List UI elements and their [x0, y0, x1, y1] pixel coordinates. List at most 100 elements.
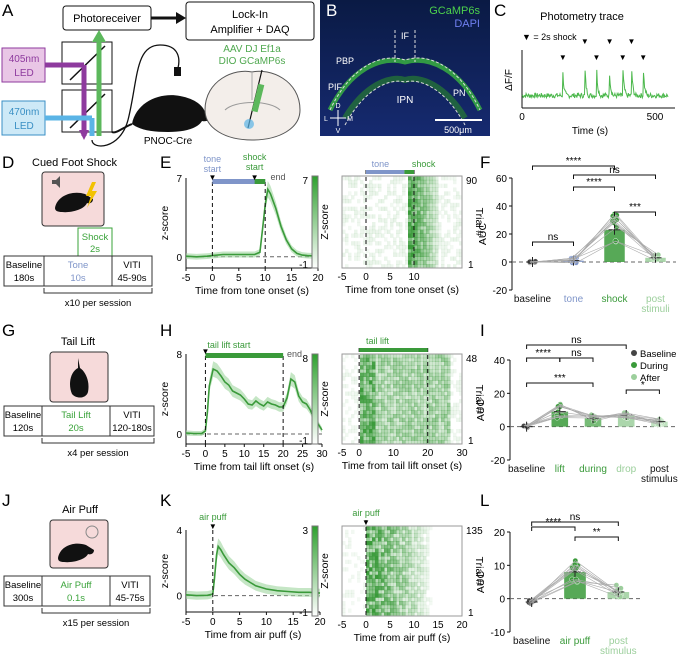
heatmap-cell: [369, 559, 373, 564]
heatmap-cell: [414, 529, 418, 534]
heatmap-cell: [411, 425, 415, 430]
heatmap-cell: [459, 256, 462, 261]
heatmap-cell: [438, 237, 442, 242]
heatmap-cell: [411, 544, 415, 549]
heatmap-cell: [417, 429, 421, 434]
heatmap-cell: [366, 233, 370, 238]
heatmap-cell: [423, 421, 427, 426]
heatmap-cell: [375, 229, 379, 234]
heatmap-cell: [363, 387, 367, 392]
heatmap-cell: [402, 608, 406, 613]
heatmap-cell: [438, 183, 442, 188]
heatmap-cell: [432, 222, 436, 227]
heatmap-cell: [342, 210, 346, 215]
heatmap-cell: [396, 526, 400, 531]
heatmap-cell: [417, 199, 421, 204]
heatmap-cell: [426, 571, 430, 576]
heatmap-cell: [447, 354, 451, 359]
significance-label: ****: [566, 156, 582, 167]
x-tick-label: 20: [456, 620, 468, 631]
heatmap-cell: [393, 372, 397, 377]
heatmap-cell: [393, 187, 397, 192]
heatmap-cell: [405, 574, 409, 579]
heatmap-cell: [423, 589, 427, 594]
heatmap-cell: [411, 183, 415, 188]
heatmap-cell: [378, 548, 382, 553]
heatmap-cell: [414, 391, 418, 396]
x-axis-label: Time from air puff (s): [205, 629, 302, 641]
heatmap-cell: [375, 260, 379, 265]
heatmap-cell: [351, 195, 355, 200]
heatmap-cell: [414, 563, 418, 568]
heatmap-cell: [393, 406, 397, 411]
heatmap-cell: [435, 402, 439, 407]
heatmap-cell: [453, 414, 457, 419]
heatmap-cell: [369, 264, 373, 269]
heatmap-cell: [363, 225, 367, 231]
heatmap-cell: [387, 260, 391, 265]
heatmap-cell: [381, 578, 385, 583]
heatmap-cell: [438, 406, 442, 411]
heatmap-cell: [435, 369, 439, 374]
heatmap-cell: [375, 183, 379, 188]
heatmap-cell: [378, 429, 382, 434]
heatmap-cell: [363, 414, 367, 419]
heatmap-cell: [348, 179, 352, 185]
heatmap-cell: [393, 597, 397, 602]
heatmap-cell: [447, 233, 451, 238]
g-viti-box: [109, 405, 155, 437]
brain-contour: [224, 102, 281, 111]
heatmap-cell: [387, 372, 391, 377]
heatmap-cell: [369, 601, 373, 606]
heatmap-cell: [435, 199, 439, 204]
heatmap-cell: [411, 229, 415, 234]
heatmap-cell: [447, 425, 451, 430]
paired-line: [528, 567, 617, 603]
heatmap-cell: [366, 612, 370, 617]
colorbar-min: -1: [299, 608, 308, 619]
heatmap-cell: [447, 176, 451, 181]
heatmap-cell: [369, 612, 373, 617]
heatmap-cell: [387, 384, 391, 389]
heatmap-cell: [369, 372, 373, 377]
heatmap-cell: [366, 537, 370, 542]
heatmap-cell: [435, 233, 439, 238]
heatmap-cell: [348, 391, 352, 396]
heatmap-cell: [420, 563, 424, 568]
heatmap-cell: [429, 357, 433, 362]
heatmap-cell: [369, 410, 373, 415]
heatmap-cell: [384, 264, 388, 269]
heatmap-cell: [438, 429, 442, 434]
air-nozzle-icon: [85, 525, 99, 539]
heatmap-cell: [426, 252, 430, 257]
heatmap-cell: [387, 421, 391, 426]
heatmap-cell: [459, 248, 462, 254]
heatmap-cell: [432, 214, 436, 219]
heatmap-cell: [423, 544, 427, 549]
heatmap-cell: [402, 578, 406, 583]
heatmap-cell: [411, 372, 415, 377]
heatmap-cell: [342, 218, 346, 223]
heatmap-cell: [453, 202, 457, 208]
heatmap-cell: [366, 361, 370, 366]
heatmap-cell: [417, 402, 421, 407]
heatmap-cell: [360, 214, 364, 219]
paired-line: [532, 222, 657, 263]
heatmap-cell: [426, 582, 430, 587]
heatmap-cell: [441, 248, 445, 254]
heatmap-cell: [366, 533, 370, 538]
x-tick-label: 20: [422, 448, 434, 459]
heatmap-cell: [348, 183, 352, 188]
heatmap-cell: [399, 365, 403, 370]
heatmap-cell: [450, 361, 454, 366]
heatmap-cell: [354, 241, 358, 246]
shock-stage-dur: 2s: [90, 244, 100, 255]
heatmap-cell: [345, 593, 349, 598]
heatmap-cell: [396, 176, 400, 181]
heatmap-cell: [399, 537, 403, 542]
heatmap-cell: [342, 252, 346, 257]
heatmap-cell: [405, 417, 409, 422]
heatmap-cell: [369, 578, 373, 583]
led-470-label-1: 470nm: [9, 107, 40, 118]
